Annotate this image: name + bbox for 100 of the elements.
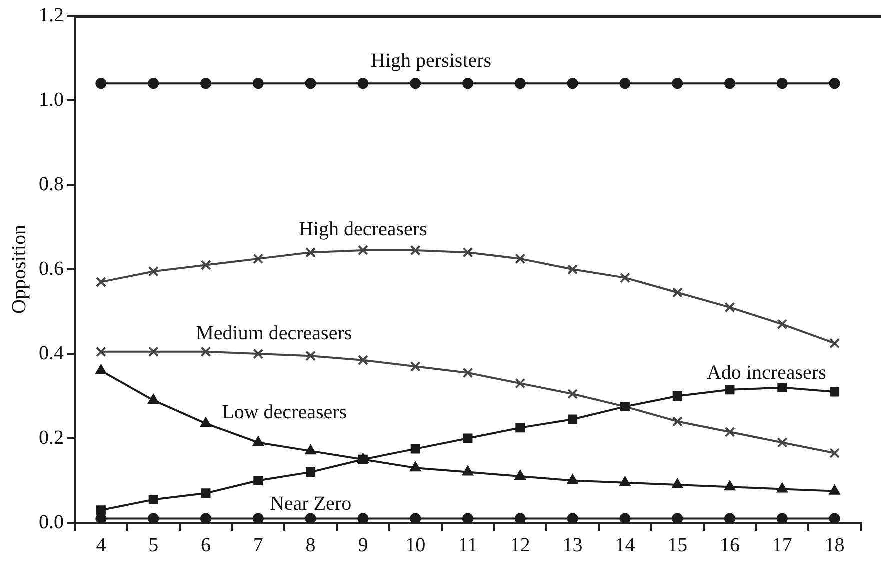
point [410, 245, 421, 256]
x-tick-label: 12 [510, 534, 530, 556]
x-tick-label: 13 [562, 534, 583, 556]
point [567, 513, 578, 523]
point [305, 78, 316, 90]
point [306, 350, 316, 362]
series-label: High decreasers [299, 218, 428, 241]
point [830, 338, 840, 349]
point [96, 346, 106, 358]
point [305, 444, 316, 455]
point [306, 468, 316, 478]
point [148, 394, 160, 404]
y-tick-label: 1.2 [39, 4, 64, 26]
point [514, 78, 526, 90]
x-tick-label: 7 [253, 534, 264, 556]
series-label: High persisters [371, 50, 492, 72]
point [410, 361, 421, 372]
point [514, 470, 526, 480]
x-tick-label: 14 [615, 534, 636, 556]
point [410, 513, 422, 523]
point [462, 247, 474, 258]
point [200, 513, 212, 523]
x-tick-label: 4 [96, 534, 106, 556]
point [200, 346, 212, 358]
point [776, 482, 788, 493]
point [253, 254, 264, 264]
point [620, 513, 631, 523]
y-tick-label: 0.6 [39, 258, 64, 280]
point [96, 364, 107, 374]
point [776, 513, 788, 523]
point [96, 506, 106, 516]
point [516, 423, 526, 433]
point [148, 266, 159, 277]
point [515, 378, 526, 389]
point [777, 437, 788, 448]
point [358, 78, 369, 90]
series-label: Ado increasers [706, 362, 827, 384]
point [306, 247, 316, 258]
point [830, 448, 840, 459]
point [252, 513, 264, 523]
point [463, 434, 473, 444]
y-axis-title: Opposition [8, 225, 30, 314]
point [672, 287, 683, 298]
point [672, 478, 684, 488]
y-tick-label: 0.0 [39, 511, 64, 534]
point [253, 348, 264, 360]
point [252, 78, 264, 90]
x-tick-label: 15 [668, 534, 688, 556]
point [148, 495, 158, 505]
point [672, 416, 683, 427]
point [462, 513, 474, 523]
point [410, 444, 420, 454]
point [462, 78, 474, 90]
point [725, 385, 735, 395]
point [200, 78, 212, 90]
point [672, 78, 684, 90]
point [96, 276, 106, 288]
point [515, 254, 526, 264]
point [568, 388, 578, 400]
point [830, 387, 840, 397]
point [410, 462, 422, 472]
point [620, 476, 631, 486]
point [620, 78, 631, 90]
point [410, 78, 422, 90]
x-tick-label: 10 [406, 534, 426, 556]
series-label: Low decreasers [222, 401, 348, 424]
point [567, 474, 578, 484]
point [148, 78, 160, 90]
point [724, 78, 736, 90]
y-tick-label: 0.4 [39, 342, 64, 364]
point [620, 272, 630, 284]
point [567, 78, 578, 90]
point [777, 319, 788, 330]
point [148, 346, 159, 358]
point [778, 383, 788, 393]
point [724, 302, 736, 313]
point [358, 513, 369, 523]
point [462, 466, 474, 476]
point [514, 513, 526, 523]
point [358, 355, 368, 366]
x-tick-label: 8 [306, 534, 316, 556]
point [568, 414, 578, 424]
point [201, 488, 211, 498]
x-tick-label: 9 [358, 534, 368, 556]
point [672, 513, 684, 523]
point [254, 476, 264, 486]
x-tick-label: 18 [824, 534, 845, 556]
point [829, 513, 840, 523]
y-tick-label: 0.2 [39, 426, 64, 449]
y-tick-label: 1.0 [39, 88, 64, 111]
point [724, 480, 736, 491]
x-tick-label: 17 [772, 534, 792, 556]
point [252, 436, 264, 446]
x-tick-label: 5 [148, 534, 159, 556]
point [672, 392, 682, 401]
point [829, 78, 840, 90]
point [568, 264, 578, 275]
x-tick-label: 11 [458, 534, 478, 556]
x-tick-label: 16 [720, 534, 740, 556]
point [305, 513, 316, 523]
